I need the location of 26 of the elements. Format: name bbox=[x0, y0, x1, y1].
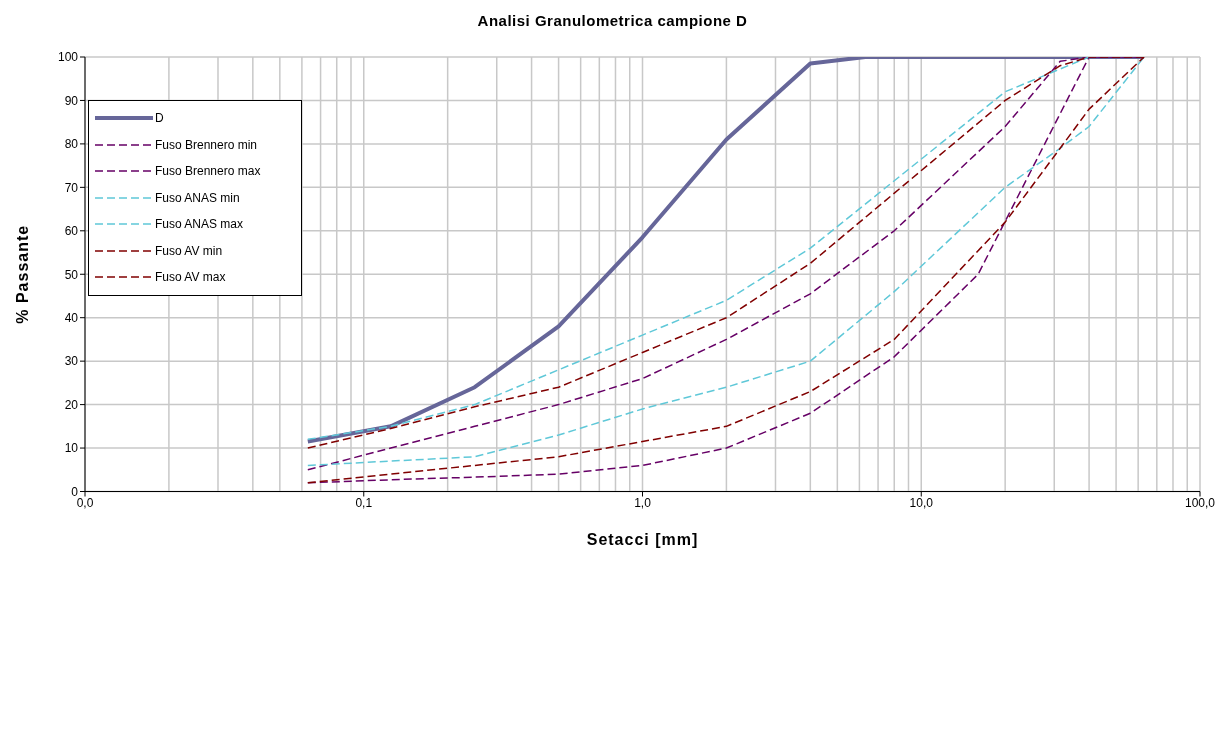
chart-title: Analisi Granulometrica campione D bbox=[476, 12, 749, 29]
y-tick-label: 20 bbox=[64, 397, 79, 412]
y-tick-label: 80 bbox=[64, 137, 79, 152]
y-tick-label: 100 bbox=[57, 50, 79, 65]
y-tick-label: 30 bbox=[64, 354, 79, 369]
legend-label: Fuso Brennero min bbox=[155, 137, 258, 152]
legend-label: Fuso Brennero max bbox=[155, 164, 261, 179]
y-tick-label: 40 bbox=[64, 310, 79, 325]
legend-label: Fuso ANAS min bbox=[155, 190, 240, 205]
y-axis-title: % Passante bbox=[13, 224, 31, 324]
x-tick-label: 0,0 bbox=[76, 496, 94, 511]
legend-label: Fuso AV max bbox=[155, 270, 226, 285]
x-tick-label: 100,0 bbox=[1184, 496, 1216, 511]
y-tick-label: 90 bbox=[64, 93, 79, 108]
x-tick-label: 0,1 bbox=[355, 496, 373, 511]
x-axis-title: Setacci [mm] bbox=[586, 530, 699, 548]
x-tick-label: 1,0 bbox=[634, 496, 652, 511]
y-tick-label: 0 bbox=[71, 484, 79, 499]
x-tick-label: 10,0 bbox=[909, 496, 934, 511]
y-tick-label: 10 bbox=[64, 441, 79, 456]
y-tick-label: 60 bbox=[64, 224, 79, 239]
legend-label: Fuso ANAS max bbox=[155, 217, 244, 232]
y-tick-label: 70 bbox=[64, 180, 79, 195]
legend-label: D bbox=[155, 111, 164, 126]
legend-label: Fuso AV min bbox=[155, 243, 223, 258]
y-tick-label: 50 bbox=[64, 267, 79, 282]
